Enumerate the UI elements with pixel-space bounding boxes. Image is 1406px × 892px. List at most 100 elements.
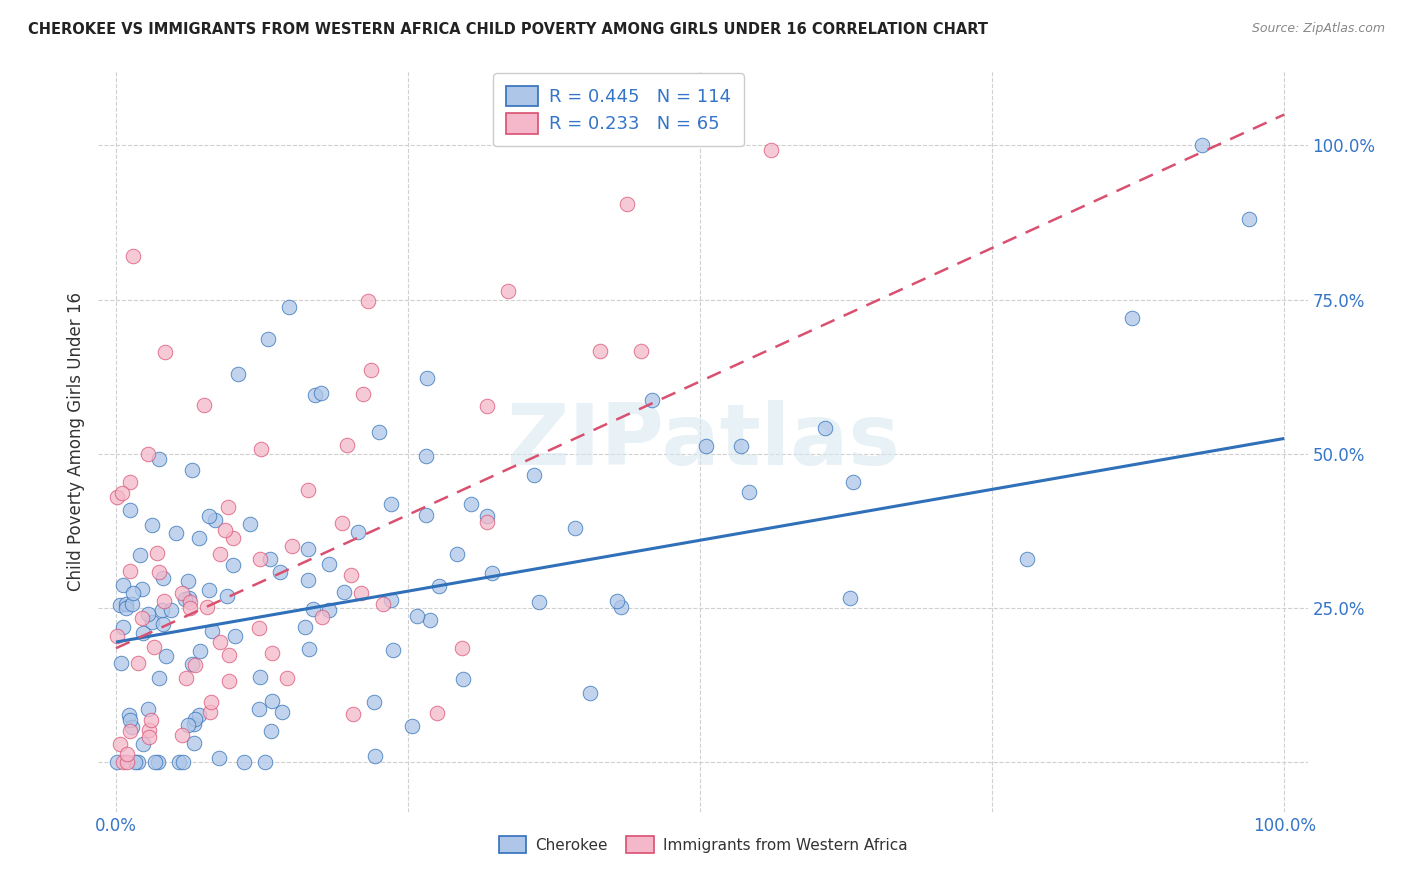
Point — [342, 706, 364, 721]
Point — [190, 644, 212, 658]
Point — [481, 566, 503, 580]
Point — [115, 597, 138, 611]
Point — [630, 344, 652, 359]
Point — [222, 531, 245, 545]
Point — [301, 601, 323, 615]
Point — [120, 502, 142, 516]
Text: CHEROKEE VS IMMIGRANTS FROM WESTERN AFRICA CHILD POVERTY AMONG GIRLS UNDER 16 CO: CHEROKEE VS IMMIGRANTS FROM WESTERN AFRI… — [28, 22, 988, 37]
Text: Source: ZipAtlas.com: Source: ZipAtlas.com — [1251, 22, 1385, 36]
Point — [105, 629, 128, 643]
Point — [177, 717, 200, 731]
Point — [641, 393, 664, 408]
Point — [141, 615, 163, 629]
Point — [139, 713, 162, 727]
Point — [352, 387, 374, 401]
Point — [111, 578, 134, 592]
Point — [367, 425, 389, 439]
Point — [159, 603, 181, 617]
Point — [259, 552, 281, 566]
Point — [105, 756, 128, 770]
Point — [152, 617, 174, 632]
Point — [239, 516, 262, 531]
Point — [278, 300, 301, 314]
Point — [117, 747, 139, 761]
Point — [759, 144, 782, 158]
Point — [405, 609, 427, 624]
Point — [152, 571, 174, 585]
Point — [401, 719, 423, 733]
Point — [249, 670, 271, 684]
Point — [609, 599, 631, 614]
Point — [839, 591, 862, 605]
Point — [330, 516, 353, 531]
Point — [373, 597, 395, 611]
Point — [187, 531, 209, 545]
Point — [222, 558, 245, 572]
Point — [360, 363, 382, 377]
Point — [1237, 212, 1260, 227]
Point — [172, 756, 194, 770]
Point — [250, 442, 273, 456]
Point — [179, 595, 201, 609]
Point — [226, 368, 249, 382]
Point — [260, 723, 283, 738]
Text: ZIPatlas: ZIPatlas — [506, 400, 900, 483]
Point — [446, 547, 468, 561]
Point — [208, 751, 231, 765]
Point — [460, 497, 482, 511]
Point — [451, 641, 474, 656]
Point — [336, 438, 359, 452]
Point — [298, 641, 321, 656]
Point — [1191, 138, 1213, 153]
Point — [249, 551, 271, 566]
Point — [197, 582, 219, 597]
Point — [589, 343, 612, 358]
Point — [181, 463, 204, 477]
Point — [136, 607, 159, 621]
Point — [730, 440, 752, 454]
Point — [184, 712, 207, 726]
Point — [121, 586, 143, 600]
Y-axis label: Child Poverty Among Girls Under 16: Child Poverty Among Girls Under 16 — [66, 292, 84, 591]
Point — [187, 708, 209, 723]
Point — [183, 736, 205, 750]
Point — [475, 509, 498, 524]
Point — [118, 723, 141, 738]
Point — [498, 284, 520, 298]
Point — [201, 624, 224, 638]
Point — [198, 508, 221, 523]
Point — [616, 196, 638, 211]
Point — [111, 486, 134, 500]
Point — [271, 705, 294, 719]
Point — [138, 730, 160, 744]
Point — [415, 508, 437, 523]
Point — [143, 755, 166, 769]
Point — [523, 467, 546, 482]
Point — [340, 567, 363, 582]
Point — [281, 539, 304, 553]
Point — [297, 541, 319, 556]
Point — [198, 706, 221, 720]
Point — [218, 648, 240, 663]
Point — [105, 490, 128, 504]
Point — [114, 601, 136, 615]
Point — [218, 674, 240, 689]
Point — [578, 686, 600, 700]
Point — [127, 756, 149, 770]
Point — [841, 475, 863, 489]
Point — [176, 671, 198, 685]
Point — [148, 452, 170, 467]
Point — [738, 485, 761, 500]
Point — [200, 695, 222, 709]
Point — [564, 521, 586, 535]
Point — [247, 621, 270, 635]
Point — [153, 593, 176, 607]
Point — [814, 420, 837, 434]
Point — [193, 398, 215, 412]
Point — [426, 706, 449, 720]
Point — [132, 625, 155, 640]
Point — [150, 603, 173, 617]
Point — [204, 513, 226, 527]
Point — [217, 500, 239, 515]
Point — [136, 447, 159, 461]
